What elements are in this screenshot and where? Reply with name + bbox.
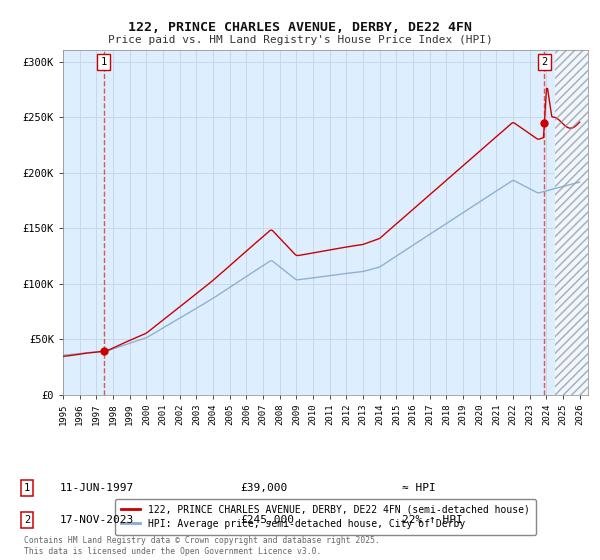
Legend: 122, PRINCE CHARLES AVENUE, DERBY, DE22 4FN (semi-detached house), HPI: Average : 122, PRINCE CHARLES AVENUE, DERBY, DE22 … (115, 499, 536, 535)
Bar (554, 50, 588, 395)
Text: 11-JUN-1997: 11-JUN-1997 (60, 483, 134, 493)
Text: 2: 2 (541, 57, 547, 67)
Text: ≈ HPI: ≈ HPI (402, 483, 436, 493)
Text: 122, PRINCE CHARLES AVENUE, DERBY, DE22 4FN: 122, PRINCE CHARLES AVENUE, DERBY, DE22 … (128, 21, 472, 34)
Text: £245,000: £245,000 (240, 515, 294, 525)
Text: Contains HM Land Registry data © Crown copyright and database right 2025.
This d: Contains HM Land Registry data © Crown c… (24, 536, 380, 556)
Text: 2: 2 (24, 515, 30, 525)
Text: 22% ↑ HPI: 22% ↑ HPI (402, 515, 463, 525)
Text: 17-NOV-2023: 17-NOV-2023 (60, 515, 134, 525)
Text: 1: 1 (101, 57, 107, 67)
Bar (554, 50, 588, 395)
Text: £39,000: £39,000 (240, 483, 287, 493)
Text: 1: 1 (24, 483, 30, 493)
Bar (554, 50, 588, 395)
Text: Price paid vs. HM Land Registry's House Price Index (HPI): Price paid vs. HM Land Registry's House … (107, 35, 493, 45)
